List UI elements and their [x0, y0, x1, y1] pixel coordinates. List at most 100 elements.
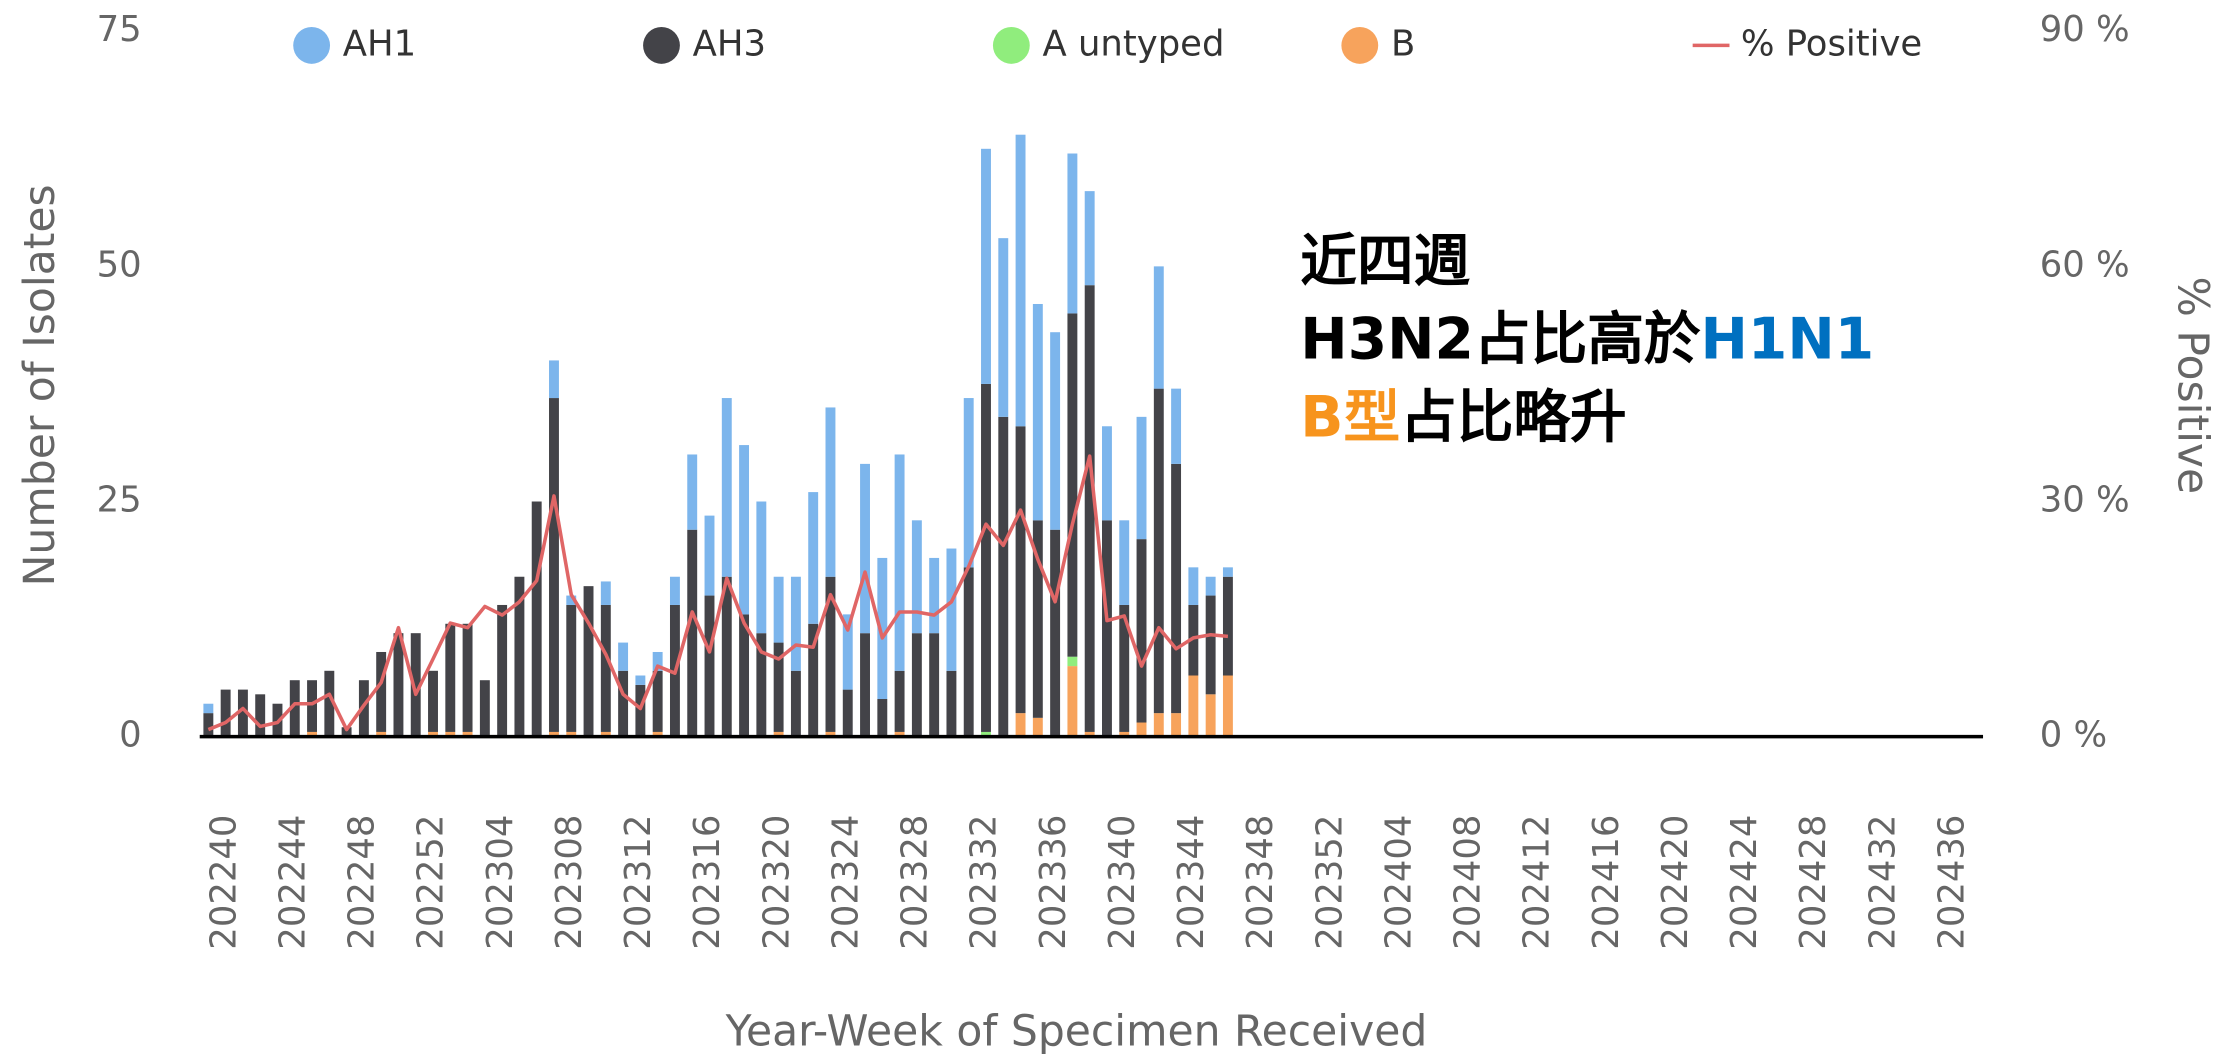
x-tick-label: 202336 [1033, 815, 1074, 950]
x-tick-label: 202304 [480, 815, 521, 950]
x-tick-label: 202420 [1655, 815, 1696, 950]
bar-segment [1171, 388, 1182, 464]
x-tick-label: 202416 [1586, 815, 1627, 950]
bar-segment [1050, 529, 1061, 737]
bar-segment [894, 731, 905, 737]
bar-segment [981, 148, 991, 384]
bar-segment [1032, 717, 1043, 737]
bar-segment [237, 689, 248, 737]
x-tick-label: 202436 [1931, 815, 1972, 950]
bar-segment [721, 576, 732, 737]
annotation-text: H3N2占比高於 [1300, 306, 1701, 372]
bar-segment [860, 633, 870, 737]
x-tick-label: 202240 [203, 815, 244, 950]
y2-tick-label: 0 % [2040, 715, 2107, 756]
bar-segment [600, 581, 611, 605]
bar-segment [410, 633, 421, 737]
bar-segment [393, 633, 404, 737]
annotation-text: 占比略升 [1400, 384, 1627, 450]
bar-segment [929, 633, 940, 737]
bar-segment [1205, 595, 1216, 695]
x-axis-title: Year-Week of Specimen Received [725, 1007, 1428, 1054]
x-tick-label: 202404 [1378, 815, 1419, 950]
bar-segment [445, 623, 456, 732]
y-tick-label: 75 [97, 9, 142, 50]
x-tick-label: 202312 [618, 815, 659, 950]
bar-segment [1205, 576, 1216, 596]
bar-segment [307, 731, 318, 737]
bar-segment [428, 670, 438, 732]
x-tick-label: 202340 [1102, 815, 1143, 950]
bar-segment [324, 670, 335, 737]
bar-segment [773, 576, 784, 643]
bar-segment [376, 731, 387, 737]
bar-segment [1119, 731, 1130, 737]
bar-segment [1084, 191, 1095, 286]
bar-segment [877, 699, 888, 737]
bar-segment [1067, 666, 1078, 737]
line-series [207, 454, 1229, 732]
bar-segment [1032, 520, 1043, 718]
bar-segment [635, 684, 646, 737]
bar-segment [825, 576, 836, 732]
bar-segment [497, 604, 508, 737]
x-tick-label: 202352 [1309, 815, 1350, 950]
x-tick-label: 202424 [1724, 815, 1765, 950]
bar-segment [289, 680, 300, 737]
x-tick-label: 202328 [895, 815, 936, 950]
bar-segment [773, 642, 784, 732]
y2-tick-label: 90 % [2040, 9, 2130, 50]
bar-segment [808, 492, 819, 624]
bar-segment [894, 670, 905, 732]
legend-swatch [643, 26, 680, 64]
bar-segment [549, 398, 559, 732]
bar-segment [1153, 388, 1164, 714]
bar-segment [1171, 463, 1182, 714]
bar-segment [1102, 426, 1112, 521]
bar-segment [825, 731, 836, 737]
bar-segment [566, 731, 577, 737]
legend-label: AH3 [693, 23, 766, 64]
bar-segment [652, 731, 663, 737]
x-tick-label: 202332 [964, 815, 1005, 950]
bar-segment [721, 398, 732, 577]
bar-segment [566, 595, 577, 605]
bar-segment [203, 703, 214, 714]
bar-segment [600, 604, 611, 732]
y-tick-label: 50 [97, 244, 142, 285]
bar-segment [877, 557, 888, 700]
bar-segment [445, 731, 456, 737]
x-tick-label: 202320 [756, 815, 797, 950]
legend-label: % Positive [1741, 23, 1922, 64]
bar-segment [1222, 567, 1233, 577]
bar-segment [825, 407, 836, 577]
bar-segment [1205, 694, 1216, 737]
annotation-line: B型占比略升 [1300, 384, 1626, 450]
bar-segment [1067, 313, 1078, 657]
bar-segment [790, 670, 801, 737]
legend-label: B [1391, 23, 1415, 64]
bar-segment [1032, 303, 1043, 521]
x-tick-label: 202412 [1517, 815, 1558, 950]
bar-segment [1102, 520, 1112, 737]
bar-segment [1084, 285, 1095, 732]
x-tick-label: 202316 [687, 815, 728, 950]
y2-tick-label: 30 % [2040, 480, 2130, 521]
bar-segment [203, 713, 214, 737]
bar-segment [981, 383, 991, 732]
legend-label: AH1 [343, 23, 416, 64]
bar-segment [341, 727, 352, 737]
annotation-line: H3N2占比高於H1N1 [1300, 306, 1874, 372]
bar-segment [635, 675, 646, 685]
bar-segment [1119, 604, 1130, 732]
bar-segment [307, 680, 318, 732]
bar-segment [618, 670, 629, 737]
y2-tick-label: 60 % [2040, 244, 2130, 285]
bar-segment [756, 633, 767, 737]
bar-segment [998, 238, 1009, 417]
x-tick-label: 202348 [1240, 815, 1281, 950]
bar-segment [946, 670, 957, 737]
bar-segment [773, 731, 784, 737]
bar-segment [600, 731, 611, 737]
